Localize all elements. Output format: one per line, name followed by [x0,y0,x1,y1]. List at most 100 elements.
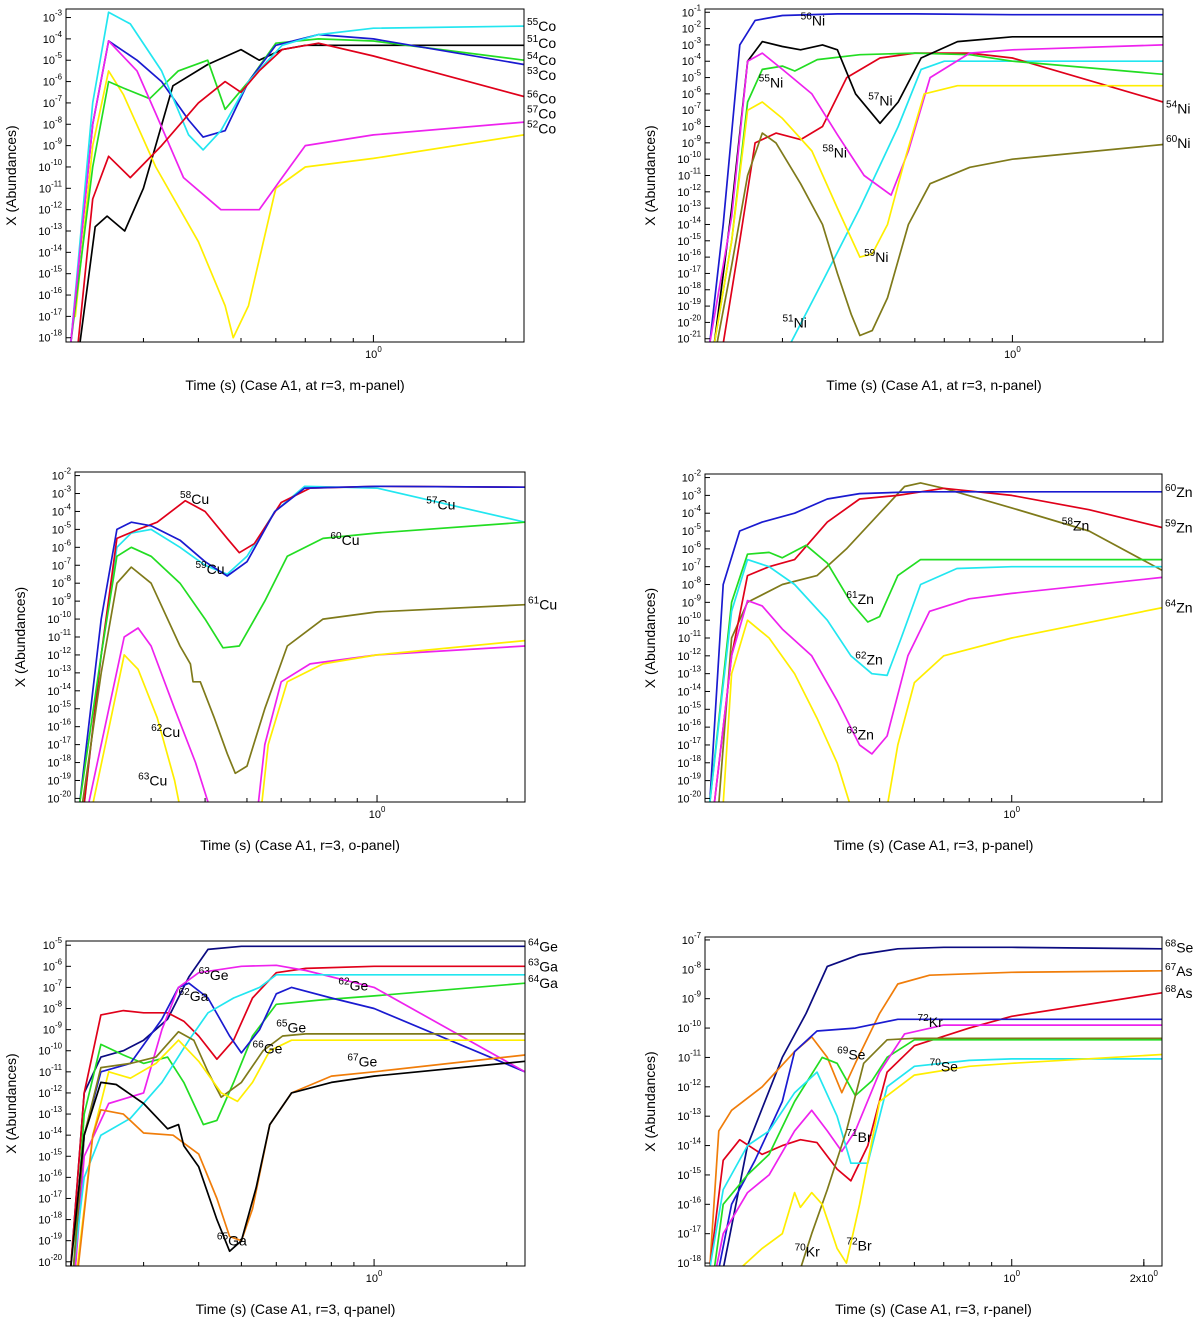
y-tick-label: 10-10 [38,1042,62,1058]
isotope-label-58Ni: 58Ni [823,144,847,161]
y-tick-label: 10-5 [43,51,63,67]
series-line-57Co [77,42,524,342]
series-line-55Ni [713,52,1163,342]
isotope-label-57Cu: 57Cu [426,495,455,512]
y-tick-label: 10-16 [677,248,701,264]
x-tick-label: 100 [366,1269,383,1285]
series-line-67As [709,969,1162,1266]
y-tick-label: 10-12 [677,647,701,663]
plot-frame [704,473,1163,803]
series-line-63Zn [713,576,1162,802]
isotope-label-62Ge: 62Ge [338,976,368,993]
x-axis-label: Time (s) (Case A1, r=3, q-panel) [196,1301,396,1317]
y-tick-label: 10-9 [43,137,63,153]
y-tick-label: 10-12 [677,183,701,199]
series-line-52Co [74,70,524,339]
y-axis-label: X (Abundances) [642,1051,658,1151]
series-line-72Br [741,1053,1162,1266]
series-line-64Ga [72,982,525,1266]
isotope-label-71Br: 71Br [846,1128,872,1145]
y-tick-label: 10-21 [677,330,701,346]
y-tick-label: 10-1 [682,3,702,19]
isotope-label-52Co: 52Co [527,120,556,137]
y-tick-label: 10-2 [682,469,701,485]
y-tick-label: 10-17 [677,1225,701,1241]
y-tick-label: 10-11 [678,167,702,183]
chart-panel-o: 10-2 10-310-4 10-5 10-6 10-7 10-8 10-9 10-10 10-… [12,467,557,853]
y-tick-label: 10-16 [38,286,62,302]
isotope-label-59Zn: 59Zn [1165,518,1193,535]
series-line-60Ni [716,132,1163,342]
series-group [708,482,1162,802]
y-tick-label: 10-12 [677,1078,701,1094]
isotope-label-72Br: 72Br [846,1236,872,1253]
y-tick-label: 10-6 [682,85,702,101]
y-axis-label: X (Abundances) [642,125,658,225]
y-tick-label: 10-16 [38,1168,62,1184]
y-tick-label: 10-17 [677,264,701,280]
plot-frame [65,8,525,343]
y-tick-label: 10-5 [43,936,63,952]
y-tick-label: 10-8 [682,960,702,976]
y-tick-label: 10-16 [677,1195,701,1211]
series-line-58Zn [718,482,1162,802]
y-tick-label: 10-15 [38,1147,62,1163]
series-group [70,945,525,1266]
y-tick-label: 10-7 [52,556,71,572]
y-tick-label: 10-11 [39,179,63,195]
isotope-label-64Ge: 64Ge [528,937,558,954]
series-line-60Cu [79,521,525,802]
x-tick-label: 100 [1004,345,1021,361]
y-tick-label: 10-8 [43,115,63,131]
chart-panel-q: 10-5 10-6 10-7 10-8 10-9 10-10 10-11 10-12 10-13… [3,936,558,1317]
y-tick-label: 10-5 [682,522,702,538]
y-tick-label: 10-14 [677,215,701,231]
series-line-51Ni [790,60,1163,342]
y-tick-label: 10-2 [52,467,71,483]
plot-frame [704,8,1164,343]
y-tick-label: 10-19 [677,297,701,313]
y-tick-label: 10-10 [677,150,701,166]
series-line-68As [709,991,1162,1266]
isotope-label-58Cu: 58Cu [180,490,209,507]
series-line-66Ge [76,1039,525,1266]
isotope-label-63Cu: 63Cu [138,771,167,788]
series-line-54Co [70,33,524,342]
y-tick-label: 10-11 [678,629,702,645]
series-line-64Zn [722,619,851,802]
chart-panel-m: 10-3 10-4 10-5 10-6 10-7 10-8 10-9 10-10 10-11 10… [3,8,556,393]
y-tick-label: 10-8 [682,576,702,592]
chart-panel-p: 10-210-3 10-4 10-5 10-6 10-7 10-810-9 10-10 10-… [642,469,1193,853]
isotope-label-70Kr: 70Kr [795,1242,821,1259]
series-line-64Zn-late [887,606,1162,802]
isotope-label-61Zn: 61Zn [846,590,874,607]
isotope-label-62Cu: 62Cu [151,723,180,740]
isotope-label-55Ni: 55Ni [759,73,783,90]
series-line-57Cu [83,485,525,802]
isotope-label-54Co: 54Co [527,51,556,68]
isotope-label-58Zn: 58Zn [1062,517,1090,534]
series-line-62Ge [72,973,525,1266]
x-axis-label: Time (s) (Case A1, r=3, r-panel) [835,1301,1032,1317]
series-line-59Ni [713,84,1163,342]
series-line-63Ga [70,965,525,1266]
series-group [709,946,1162,1266]
y-tick-label: 10-17 [47,736,71,752]
y-tick-label: 10-20 [38,1253,62,1269]
isotope-label-63Zn: 63Zn [846,725,874,742]
x-tick-label: 100 [1003,1269,1020,1285]
y-tick-label: 10-6 [43,957,63,973]
x-axis-label: Time (s) (Case A1, r=3, o-panel) [200,837,400,853]
y-tick-label: 10-12 [47,646,71,662]
y-tick-label: 10-5 [682,69,702,85]
y-tick-label: 10-10 [47,610,71,626]
y-tick-label: 10-9 [682,593,702,609]
y-tick-label: 10-7 [682,101,701,117]
y-tick-label: 10-10 [38,158,62,174]
series-line-62Ga [74,982,525,1266]
isotope-label-72Kr: 72Kr [918,1013,944,1030]
isotope-label-55Co: 55Co [527,17,556,34]
y-tick-label: 10-9 [682,990,702,1006]
series-line-56Ni [709,13,1163,342]
y-tick-label: 10-16 [677,718,701,734]
